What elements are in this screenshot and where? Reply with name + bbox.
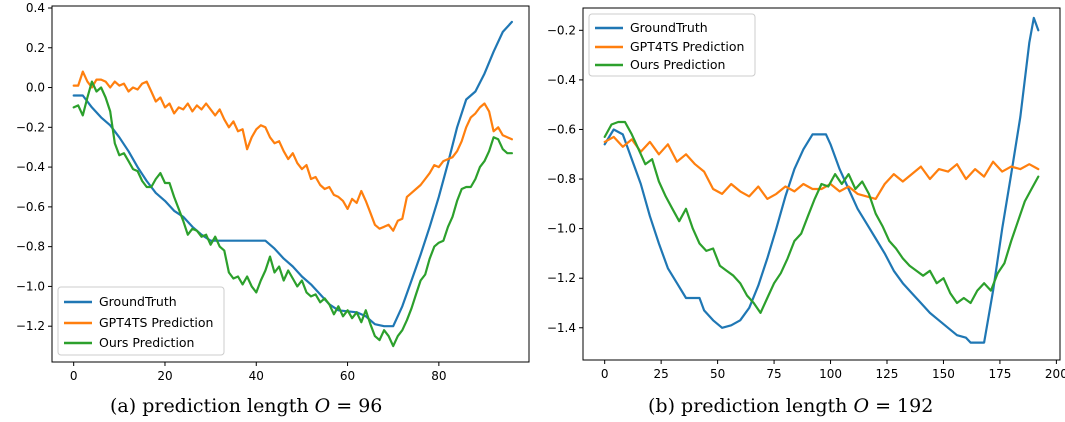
caption-b-suffix: = 192 — [869, 395, 933, 417]
caption-a: (a) prediction length O = 96 — [110, 395, 382, 417]
chart-a-y-tick-label: −1.2 — [16, 319, 45, 333]
chart-b-y-tick-label: −0.8 — [547, 172, 576, 186]
caption-a-suffix: = 96 — [330, 395, 382, 417]
chart-b-x-tick-label: 200 — [1045, 367, 1065, 381]
chart-a-series — [72, 20, 513, 348]
caption-a-variable: O — [315, 395, 331, 417]
chart-a-x-tick-label: 40 — [249, 369, 264, 383]
chart-b-series — [603, 16, 1040, 344]
legend-box — [588, 13, 756, 77]
chart-a-y-tick-label: −0.8 — [16, 240, 45, 254]
chart-b-x-tick-label: 150 — [932, 367, 955, 381]
chart-b-x-tick-label: 0 — [601, 367, 609, 381]
chart-a-x-tick-label: 60 — [340, 369, 355, 383]
chart-b-y-tick-label: −0.2 — [547, 23, 576, 37]
caption-a-prefix: (a) prediction length — [110, 395, 315, 417]
chart-a-legend: GroundTruth GPT4TS Prediction Ours Predi… — [57, 286, 225, 356]
chart-b-y-tick-label: −1.0 — [547, 222, 576, 236]
chart-a-x-tick-label: 0 — [70, 369, 78, 383]
chart-b-x-tick-label: 100 — [819, 367, 842, 381]
chart-b-series-line-0 — [603, 16, 1040, 344]
chart-a: 0 20 40 60 80 0.4 0.2 0.0 −0.2 −0.4 −0.6 −0.8 −1.0 −1… — [16, 1, 530, 417]
chart-a-series-line-0 — [72, 20, 513, 328]
chart-b-frame — [582, 7, 1061, 361]
chart-a-y-tick-label: 0.0 — [26, 81, 45, 95]
legend-label-gpt4ts: GPT4TS Prediction — [99, 315, 213, 330]
chart-b-y-tick-label: −0.6 — [547, 122, 576, 136]
legend-label-gpt4ts: GPT4TS Prediction — [630, 39, 744, 54]
chart-b-series-line-2 — [603, 120, 1040, 314]
chart-a-y-tick-label: 0.2 — [26, 41, 45, 55]
chart-b: 0 25 50 75 100 125 150 175 200 −0.2 −0.4 −0.6 −0.8 −1… — [547, 7, 1065, 417]
chart-a-frame — [51, 5, 530, 363]
chart-b-y-tick-label: −0.4 — [547, 73, 576, 87]
chart-b-x-tick-label: 75 — [766, 367, 781, 381]
chart-a-y-tick-label: −0.6 — [16, 200, 45, 214]
chart-a-ticks: 0 20 40 60 80 0.4 0.2 0.0 −0.2 −0.4 −0.6 −0.8 −1.0 −1… — [16, 1, 447, 383]
chart-b-series-line-1 — [603, 135, 1040, 200]
chart-b-y-tick-label: −1.4 — [547, 321, 576, 335]
caption-b-prefix: (b) prediction length — [648, 395, 853, 417]
chart-a-series-line-2 — [72, 80, 513, 348]
chart-a-x-tick-label: 20 — [157, 369, 172, 383]
legend-label-ground-truth: GroundTruth — [99, 294, 177, 309]
chart-b-x-tick-label: 25 — [654, 367, 669, 381]
chart-b-x-tick-label: 125 — [876, 367, 899, 381]
chart-b-legend: GroundTruth GPT4TS Prediction Ours Predi… — [588, 13, 756, 77]
chart-b-x-tick-label: 50 — [710, 367, 725, 381]
chart-b-ticks: 0 25 50 75 100 125 150 175 200 −0.2 −0.4 −0.6 −0.8 −1… — [547, 23, 1065, 381]
chart-a-y-tick-label: 0.4 — [26, 1, 45, 15]
caption-b-variable: O — [853, 395, 869, 417]
legend-label-ground-truth: GroundTruth — [630, 20, 708, 35]
legend-label-ours: Ours Prediction — [99, 335, 194, 350]
chart-b-y-tick-label: −1.2 — [547, 271, 576, 285]
chart-a-y-tick-label: −0.4 — [16, 160, 45, 174]
legend-box — [57, 286, 225, 356]
chart-a-y-tick-label: −0.2 — [16, 120, 45, 134]
chart-a-y-tick-label: −1.0 — [16, 279, 45, 293]
chart-a-series-line-1 — [72, 70, 513, 232]
legend-label-ours: Ours Prediction — [630, 57, 725, 72]
chart-a-x-tick-label: 80 — [431, 369, 446, 383]
chart-b-x-tick-label: 175 — [988, 367, 1011, 381]
caption-b: (b) prediction length O = 192 — [648, 395, 933, 417]
